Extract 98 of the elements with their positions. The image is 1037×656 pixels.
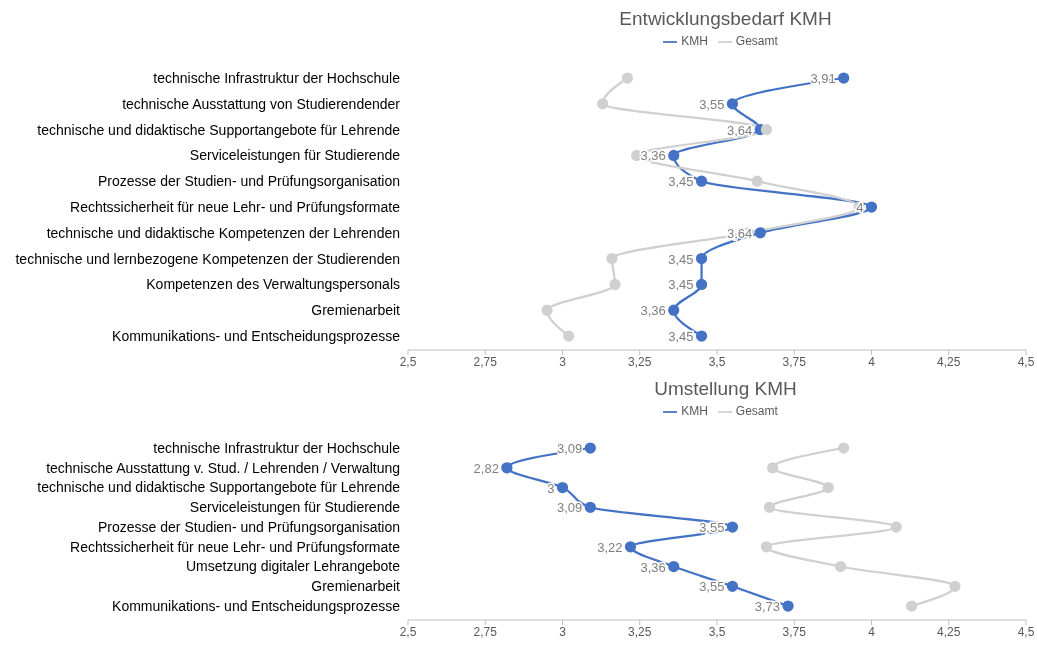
data-label: 3,55 bbox=[699, 520, 725, 535]
point bbox=[668, 149, 680, 162]
point bbox=[501, 462, 513, 474]
x-tick-label: 4,5 bbox=[1017, 624, 1035, 639]
x-tick-label: 2,5 bbox=[399, 624, 417, 639]
data-label: 3,64 bbox=[726, 225, 753, 241]
data-label: 3 bbox=[547, 480, 555, 496]
point bbox=[668, 304, 680, 316]
point bbox=[822, 481, 834, 494]
y-tick-label: technische Ausstattung von Studierendender bbox=[122, 95, 401, 112]
x-tick-label: 3,5 bbox=[708, 354, 726, 369]
point bbox=[766, 462, 779, 474]
legend-label: KMH bbox=[681, 404, 708, 418]
data-label: 3,73 bbox=[754, 599, 781, 614]
chart-title: Umstellung KMH bbox=[653, 378, 798, 400]
y-tick-label: Serviceleistungen für Studierende bbox=[189, 499, 401, 516]
data-label: 3,22 bbox=[597, 539, 623, 555]
data-label: 3,09 bbox=[557, 500, 583, 516]
y-tick-label: technische und lernbezogene Kompetenzen der Studierenden bbox=[15, 250, 400, 267]
point bbox=[606, 252, 618, 265]
data-label: 4 bbox=[856, 200, 864, 215]
y-tick-label: Rechtssicherheit für neue Lehr- und Prüfungsformate bbox=[70, 538, 401, 555]
x-tick-label: 4,25 bbox=[937, 354, 961, 369]
point bbox=[609, 278, 621, 291]
y-tick-label: Kommunikations- und Entscheidungsprozesse bbox=[112, 597, 401, 614]
point bbox=[541, 304, 553, 316]
x-tick-label: 4,5 bbox=[1017, 354, 1035, 369]
point bbox=[906, 600, 918, 612]
point bbox=[754, 227, 766, 239]
x-tick-label: 3,75 bbox=[782, 624, 807, 639]
data-label: 3,45 bbox=[668, 329, 694, 344]
legend-label: KMH bbox=[681, 34, 708, 48]
point bbox=[782, 600, 794, 612]
x-tick-label: 3,25 bbox=[628, 354, 652, 369]
data-label: 3,36 bbox=[640, 559, 666, 575]
legend-label: Gesamt bbox=[735, 404, 778, 418]
legend-label: Gesamt bbox=[735, 34, 778, 48]
y-tick-label: Kompetenzen des Verwaltungspersonals bbox=[146, 276, 400, 293]
data-label: 3,36 bbox=[640, 303, 666, 319]
point bbox=[949, 580, 961, 592]
point bbox=[695, 252, 708, 265]
x-tick-label: 2,5 bbox=[399, 354, 417, 369]
y-tick-label: technische und didaktische Supportangebote für Lehrende bbox=[37, 121, 401, 138]
point bbox=[695, 175, 708, 187]
y-tick-label: Rechtssicherheit für neue Lehr- und Prüfungsformate bbox=[70, 198, 401, 215]
point bbox=[890, 521, 902, 533]
point bbox=[763, 501, 776, 513]
y-tick-label: technische Infrastruktur der Hochschule bbox=[153, 439, 401, 456]
data-label: 3,36 bbox=[640, 148, 666, 164]
point bbox=[621, 72, 634, 84]
point bbox=[838, 72, 850, 84]
x-tick-label: 2,75 bbox=[473, 624, 498, 639]
point bbox=[865, 201, 878, 213]
point bbox=[563, 330, 575, 342]
data-label: 3,64 bbox=[726, 122, 753, 138]
point bbox=[668, 560, 680, 573]
point bbox=[838, 442, 850, 454]
point bbox=[597, 98, 609, 110]
y-tick-label: technische Ausstattung v. Stud. / Lehrenden / Verwaltung bbox=[46, 459, 400, 476]
point bbox=[751, 175, 763, 187]
y-tick-label: technische und didaktische Supportangebote für Lehrende bbox=[37, 479, 401, 496]
data-label: 2,82 bbox=[473, 460, 499, 476]
point bbox=[726, 521, 739, 533]
point bbox=[726, 580, 739, 592]
point bbox=[695, 330, 708, 342]
point bbox=[584, 501, 596, 513]
y-tick-label: technische und didaktische Kompetenzen der Lehrenden bbox=[46, 224, 400, 241]
point bbox=[760, 541, 773, 553]
x-tick-label: 4 bbox=[868, 354, 876, 369]
y-tick-label: Umsetzung digitaler Lehrangebote bbox=[185, 558, 401, 575]
point bbox=[726, 98, 739, 110]
y-tick-label: Gremienarbeit bbox=[311, 302, 401, 319]
x-tick-label: 3,25 bbox=[628, 624, 652, 639]
y-tick-label: technische Infrastruktur der Hochschule bbox=[153, 69, 401, 86]
x-tick-label: 3 bbox=[559, 354, 567, 369]
y-tick-label: Kommunikations- und Entscheidungsprozesse bbox=[112, 327, 401, 344]
y-tick-label: Prozesse der Studien- und Prüfungsorganisation bbox=[98, 518, 400, 535]
x-tick-label: 3,75 bbox=[782, 354, 807, 369]
x-tick-label: 3 bbox=[559, 624, 567, 639]
point bbox=[584, 442, 596, 454]
x-tick-label: 4 bbox=[868, 624, 876, 639]
point bbox=[556, 481, 569, 494]
y-tick-label: Prozesse der Studien- und Prüfungsorganisation bbox=[98, 173, 400, 190]
x-tick-label: 3,5 bbox=[708, 624, 726, 639]
x-tick-label: 2,75 bbox=[473, 354, 498, 369]
chart-title: Entwicklungsbedarf KMH bbox=[618, 8, 833, 30]
point bbox=[695, 278, 708, 291]
x-tick-label: 4,25 bbox=[937, 624, 961, 639]
y-tick-label: Gremienarbeit bbox=[311, 578, 401, 595]
data-label: 3,45 bbox=[668, 174, 694, 190]
data-label: 3,55 bbox=[699, 579, 725, 595]
point bbox=[834, 560, 847, 573]
data-label: 3,45 bbox=[668, 251, 694, 267]
data-label: 3,45 bbox=[668, 277, 694, 293]
y-tick-label: Serviceleistungen für Studierende bbox=[189, 147, 401, 164]
point bbox=[760, 123, 773, 136]
data-label: 3,55 bbox=[699, 96, 725, 112]
point bbox=[624, 541, 637, 553]
